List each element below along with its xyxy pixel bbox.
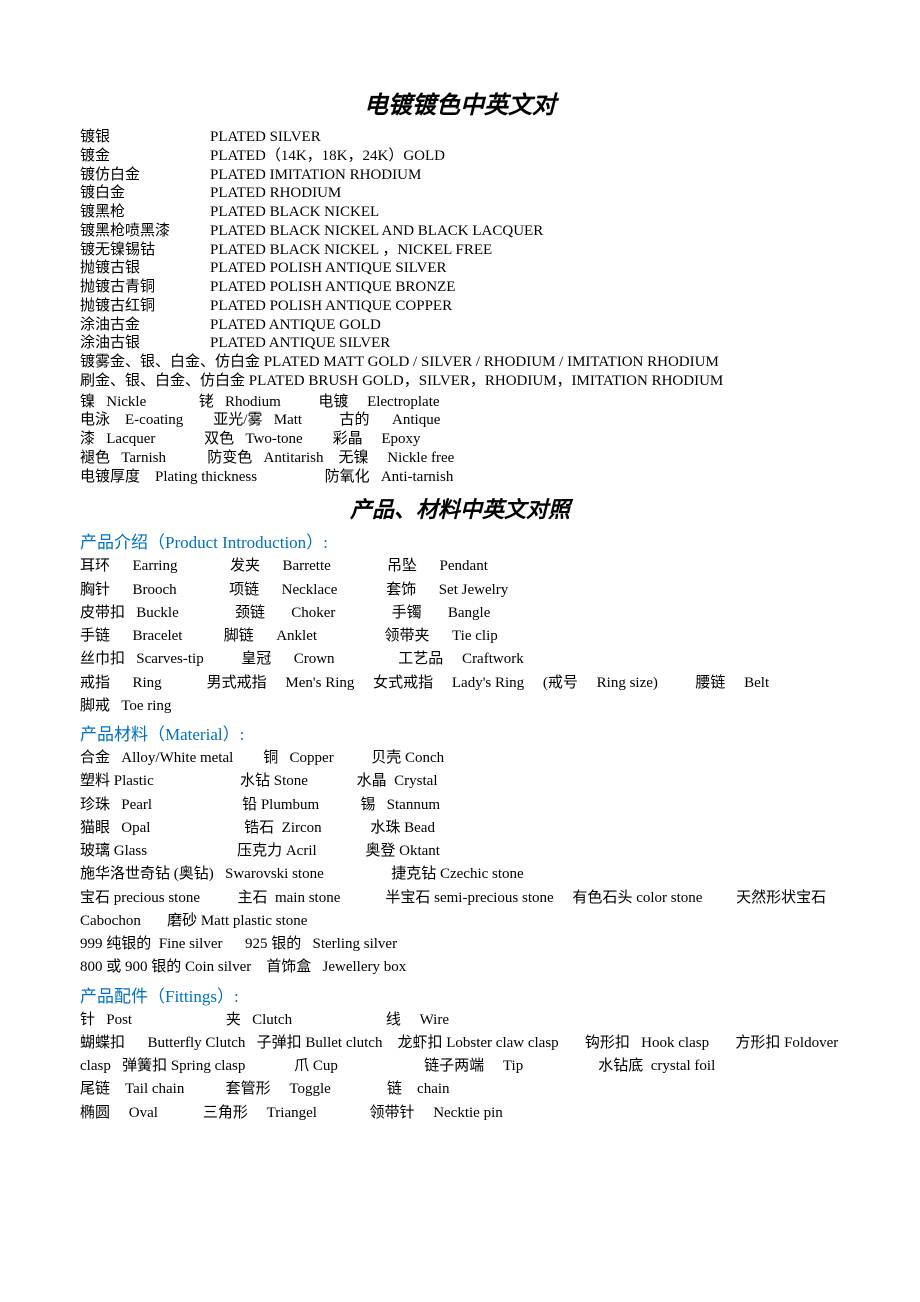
plating-row: 镀无镍锡钴PLATED BLACK NICKEL ，NICKEL FREE — [80, 241, 840, 260]
plating-row: 镀白金PLATED RHODIUM — [80, 184, 840, 203]
plating-row: 镀黑枪PLATED BLACK NICKEL — [80, 203, 840, 222]
section-header-en: Fittings — [165, 987, 217, 1006]
plating-row: 抛镀古银PLATED POLISH ANTIQUE SILVER — [80, 259, 840, 278]
plating-en: PLATED POLISH ANTIQUE SILVER — [210, 260, 447, 276]
product-intro-content: 耳环 Earring 发夹 Barrette 吊坠 Pendant 胸针 Bro… — [80, 555, 840, 718]
section-header-product: 产品介绍（Product Introduction）: — [80, 528, 840, 553]
plating-row: 涂油古银PLATED ANTIQUE SILVER — [80, 334, 840, 353]
plating-en: PLATED BLACK NICKEL AND BLACK LACQUER — [210, 223, 543, 239]
plating-en: PLATED（14K，18K，24K）GOLD — [210, 148, 445, 164]
secondary-title: 产品、材料中英文对照 — [80, 492, 840, 524]
plating-row: 镀银PLATED SILVER — [80, 128, 840, 147]
fittings-content: 针 Post 夹 Clutch 线 Wire 蝴蝶扣 Butterfly Clu… — [80, 1009, 840, 1125]
plating-en: PLATED BLACK NICKEL ，NICKEL FREE — [210, 242, 492, 258]
plating-row: 涂油古金PLATED ANTIQUE GOLD — [80, 316, 840, 335]
plating-cn: 镀黑枪喷黑漆 — [80, 222, 210, 241]
plating-en: PLATED RHODIUM — [210, 185, 341, 201]
section-header-cn: 产品材料（ — [80, 725, 165, 744]
terms-row: 电镀厚度 Plating thickness 防氧化 Anti-tarnish — [80, 468, 840, 487]
plating-cn: 镀银 — [80, 128, 210, 147]
section-header-suffix: ）: — [217, 987, 239, 1006]
section-header-suffix: ）: — [223, 725, 245, 744]
content-text: 耳环 Earring 发夹 Barrette 吊坠 Pendant 胸针 Bro… — [80, 555, 840, 718]
plating-cn: 抛镀古银 — [80, 259, 210, 278]
plating-en: PLATED POLISH ANTIQUE BRONZE — [210, 279, 455, 295]
plating-cn: 镀黑枪 — [80, 203, 210, 222]
section-header-fittings: 产品配件（Fittings）: — [80, 982, 840, 1007]
section-header-material: 产品材料（Material）: — [80, 720, 840, 745]
plating-cn: 镀金 — [80, 147, 210, 166]
plating-long-row: 镀雾金、银、白金、仿白金 PLATED MATT GOLD / SILVER /… — [80, 353, 840, 372]
plating-row: 镀金PLATED（14K，18K，24K）GOLD — [80, 147, 840, 166]
terms-section: 镍 Nickle 铑 Rhodium 电镀 Electroplate 电泳 E-… — [80, 393, 840, 487]
section-header-en: Product Introduction — [165, 533, 306, 552]
plating-cn: 镀白金 — [80, 184, 210, 203]
content-text: 合金 Alloy/White metal 铜 Copper 贝壳 Conch 塑… — [80, 747, 840, 980]
section-header-suffix: ）: — [306, 533, 328, 552]
terms-row: 漆 Lacquer 双色 Two-tone 彩晶 Epoxy — [80, 430, 840, 449]
plating-en: PLATED SILVER — [210, 129, 321, 145]
plating-en: PLATED BLACK NICKEL — [210, 204, 379, 220]
plating-row: 镀仿白金PLATED IMITATION RHODIUM — [80, 166, 840, 185]
terms-row: 褪色 Tarnish 防变色 Antitarish 无镍 Nickle free — [80, 449, 840, 468]
section-header-en: Material — [165, 725, 223, 744]
document-page: 电镀镀色中英文对 镀银PLATED SILVER 镀金PLATED（14K，18… — [0, 0, 920, 1165]
plating-row: 抛镀古红铜PLATED POLISH ANTIQUE COPPER — [80, 297, 840, 316]
material-content: 合金 Alloy/White metal 铜 Copper 贝壳 Conch 塑… — [80, 747, 840, 980]
section-header-cn: 产品介绍（ — [80, 533, 165, 552]
plating-cn: 涂油古银 — [80, 334, 210, 353]
plating-long-row: 刷金、银、白金、仿白金 PLATED BRUSH GOLD，SILVER，RHO… — [80, 372, 840, 391]
plating-cn: 镀仿白金 — [80, 166, 210, 185]
plating-en: PLATED POLISH ANTIQUE COPPER — [210, 298, 452, 314]
terms-row: 镍 Nickle 铑 Rhodium 电镀 Electroplate — [80, 393, 840, 412]
plating-row: 镀黑枪喷黑漆PLATED BLACK NICKEL AND BLACK LACQ… — [80, 222, 840, 241]
plating-cn: 涂油古金 — [80, 316, 210, 335]
plating-row: 抛镀古青铜PLATED POLISH ANTIQUE BRONZE — [80, 278, 840, 297]
plating-en: PLATED IMITATION RHODIUM — [210, 167, 421, 183]
content-text: 针 Post 夹 Clutch 线 Wire 蝴蝶扣 Butterfly Clu… — [80, 1009, 840, 1125]
plating-cn: 抛镀古青铜 — [80, 278, 210, 297]
plating-cn: 镀无镍锡钴 — [80, 241, 210, 260]
terms-row: 电泳 E-coating 亚光/雾 Matt 古的 Antique — [80, 411, 840, 430]
section-header-cn: 产品配件（ — [80, 987, 165, 1006]
plating-en: PLATED ANTIQUE SILVER — [210, 335, 390, 351]
plating-en: PLATED ANTIQUE GOLD — [210, 317, 381, 333]
plating-section: 镀银PLATED SILVER 镀金PLATED（14K，18K，24K）GOL… — [80, 128, 840, 391]
plating-cn: 抛镀古红铜 — [80, 297, 210, 316]
main-title: 电镀镀色中英文对 — [80, 85, 840, 120]
